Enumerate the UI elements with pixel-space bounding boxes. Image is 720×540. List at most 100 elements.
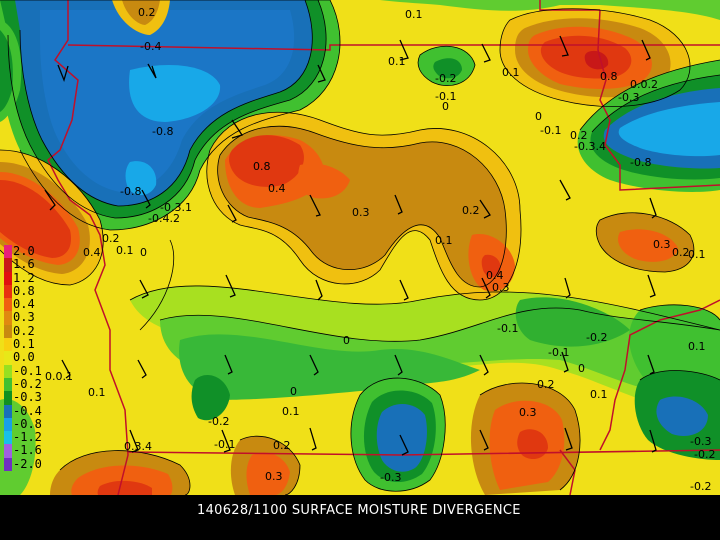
legend-swatch [4,417,12,432]
legend-swatch [4,391,12,405]
contour-value-label: 0.1 [88,386,106,399]
legend-label: 1.6 [13,257,35,272]
legend-swatch [4,338,12,352]
contour-value-label: 0.1 [116,244,134,257]
legend-swatch [4,271,12,285]
legend-entry: -2.0 [0,456,42,472]
legend-label: 0.8 [13,283,35,298]
legend-entry: -1.6 [0,443,42,458]
contour-value-label: 0.3 [265,470,283,483]
legend-entry: 0.3 [0,310,40,325]
contour-lines [0,0,720,495]
legend-entry: -0.3 [0,390,42,405]
legend-entry: 0.0 [0,350,40,365]
color-field [0,0,720,495]
contour-value-label: 0.3.4 [124,440,152,453]
legend-label: 0.3 [13,310,35,325]
legend-label: -1.6 [13,443,42,458]
legend-entry: 0.8 [0,283,40,299]
contour-value-label: -0.8 [120,185,141,198]
contour-value-label: 0.4 [83,246,101,259]
legend-label: -0.1 [13,363,42,378]
contour-value-label: 0.8 [253,160,271,173]
legend-swatch [4,444,12,458]
contour-value-label: 0.2 [273,439,291,452]
contour-value-label: -0.2 [694,448,715,461]
caption-bar [0,495,720,540]
legend-swatch [4,245,12,259]
contour-value-label: -0.4.2 [148,212,180,225]
legend-entry: -0.1 [0,363,42,378]
contour-value-label: -0.1 [214,438,235,451]
contour-value-label: -0.2 [690,480,711,493]
contour-value-label: 0.2 [462,204,480,217]
contour-value-label: -0.1 [548,346,569,359]
contour-value-label: 0.2 [138,6,156,19]
contour-value-label: -0.2 [208,415,229,428]
contour-value-label: -0.3 [380,471,401,484]
legend-entry: 1.6 [0,257,40,272]
legend-entry: -0.8 [0,416,42,432]
contour-value-label: 0.0.1 [45,370,73,383]
legend-swatch [4,431,12,445]
contour-value-label: 0.1 [405,8,423,21]
wind-barbs [44,35,657,456]
color-legend: 2.0 1.6 1.2 0.8 0.4 0.3 0.2 0.1 0.0 -0.1 -0.2 -0.3-… [0,244,42,472]
legend-entry: 0.1 [0,337,40,352]
legend-swatch [4,258,12,272]
legend-label: -0.2 [13,376,42,391]
contour-value-label: 0.2 [570,129,588,142]
contour-value-label: 0.1 [688,248,706,261]
legend-label: 0.0 [13,350,35,365]
legend-swatch [4,364,12,378]
contour-value-label: 0.8 [600,70,618,83]
legend-entry: -1.2 [0,430,42,445]
contour-value-label: 0.1 [590,388,608,401]
contour-value-label: 0.0.2 [630,78,658,91]
legend-swatch [4,351,12,365]
legend-label: -0.8 [13,416,42,431]
contour-labels: 0.10.2-0.40.1-0.2 0.1-0.100.80.0.2-0.3-0.… [45,6,715,493]
contour-value-label: 0.2 [537,378,555,391]
legend-label: -1.2 [13,430,42,445]
contour-value-label: -0.2 [586,331,607,344]
legend-label: -2.0 [13,456,42,471]
contour-value-label: 0 [578,362,585,375]
contour-value-label: 0 [290,385,297,398]
legend-entry: 0.2 [0,323,40,339]
contour-value-label: 0.3 [653,238,671,251]
contour-value-label: 0.4 [268,182,286,195]
contour-value-label: -0.4 [140,40,161,53]
map-caption: 140628/1100 SURFACE MOISTURE DIVERGENCE [197,503,521,518]
contour-value-label: 0.2 [672,246,690,259]
contour-value-label: -0.3.4 [574,140,606,153]
legend-swatch [4,324,12,339]
contour-value-label: 0.1 [688,340,706,353]
legend-swatch [4,284,12,299]
contour-value-label: 0.2 [102,232,120,245]
contour-value-label: 0.3 [352,206,370,219]
legend-swatch [4,377,12,392]
contour-value-label: 0 [535,110,542,123]
legend-entry: 0.4 [0,297,40,312]
legend-label: 0.1 [13,337,35,352]
contour-value-label: 0.3 [519,406,537,419]
legend-entry: -0.4 [0,404,42,418]
legend-label: 0.2 [13,323,35,338]
contour-value-label: -0.3 [618,91,639,104]
contour-value-label: 0.1 [502,66,520,79]
legend-label: 1.2 [13,270,35,285]
legend-entry: -0.2 [0,376,42,392]
legend-entry: 1.2 [0,270,40,285]
legend-label: 2.0 [13,244,35,258]
contour-value-label: -0.3 [690,435,711,448]
contour-value-label: -0.1 [540,124,561,137]
legend-swatch [4,298,12,312]
legend-swatch [4,457,12,472]
contour-value-label: 0 [343,334,350,347]
legend-entry: 2.0 [0,244,40,259]
contour-value-label: -0.1 [497,322,518,335]
legend-swatch [4,311,12,325]
legend-label: -0.3 [13,390,42,405]
contour-value-label: -0.3.1 [160,201,192,214]
